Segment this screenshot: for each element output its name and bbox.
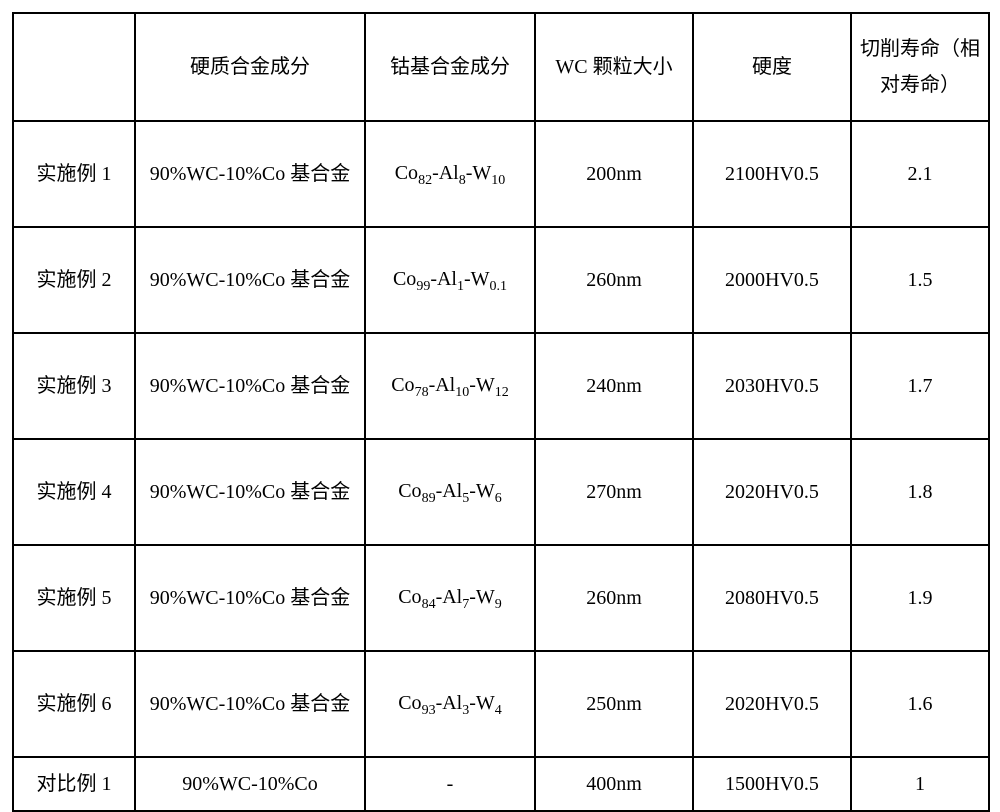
cell-hardness: 2020HV0.5 <box>693 439 851 545</box>
row-label: 实施例 3 <box>13 333 135 439</box>
cell-life: 1.8 <box>851 439 989 545</box>
cell-hardness: 1500HV0.5 <box>693 757 851 811</box>
row-label: 实施例 4 <box>13 439 135 545</box>
cell-wc-size: 260nm <box>535 545 693 651</box>
cell-cobalt-alloy: Co82-Al8-W10 <box>365 121 535 227</box>
cell-hard-alloy: 90%WC-10%Co <box>135 757 365 811</box>
cell-wc-size: 240nm <box>535 333 693 439</box>
cell-wc-size: 400nm <box>535 757 693 811</box>
cell-hardness: 2100HV0.5 <box>693 121 851 227</box>
cell-cobalt-alloy: Co99-Al1-W0.1 <box>365 227 535 333</box>
cell-cobalt-alloy: - <box>365 757 535 811</box>
cell-life: 1 <box>851 757 989 811</box>
row-label: 实施例 5 <box>13 545 135 651</box>
header-blank <box>13 13 135 121</box>
cell-hard-alloy: 90%WC-10%Co 基合金 <box>135 227 365 333</box>
cell-hardness: 2080HV0.5 <box>693 545 851 651</box>
cell-hardness: 2000HV0.5 <box>693 227 851 333</box>
cell-wc-size: 270nm <box>535 439 693 545</box>
table-body: 实施例 190%WC-10%Co 基合金Co82-Al8-W10200nm210… <box>13 121 989 811</box>
cell-cobalt-alloy: Co89-Al5-W6 <box>365 439 535 545</box>
header-wc-size: WC 颗粒大小 <box>535 13 693 121</box>
table-row: 实施例 190%WC-10%Co 基合金Co82-Al8-W10200nm210… <box>13 121 989 227</box>
cell-cobalt-alloy: Co78-Al10-W12 <box>365 333 535 439</box>
table-row-compare: 对比例 190%WC-10%Co-400nm1500HV0.51 <box>13 757 989 811</box>
table-row: 实施例 390%WC-10%Co 基合金Co78-Al10-W12240nm20… <box>13 333 989 439</box>
cell-hard-alloy: 90%WC-10%Co 基合金 <box>135 439 365 545</box>
cell-hardness: 2030HV0.5 <box>693 333 851 439</box>
cell-life: 1.9 <box>851 545 989 651</box>
cell-wc-size: 260nm <box>535 227 693 333</box>
cell-life: 2.1 <box>851 121 989 227</box>
cell-hard-alloy: 90%WC-10%Co 基合金 <box>135 651 365 757</box>
header-life: 切削寿命（相对寿命） <box>851 13 989 121</box>
table-row: 实施例 690%WC-10%Co 基合金Co93-Al3-W4250nm2020… <box>13 651 989 757</box>
table-row: 实施例 290%WC-10%Co 基合金Co99-Al1-W0.1260nm20… <box>13 227 989 333</box>
row-label: 对比例 1 <box>13 757 135 811</box>
table-row: 实施例 490%WC-10%Co 基合金Co89-Al5-W6270nm2020… <box>13 439 989 545</box>
header-hard-alloy: 硬质合金成分 <box>135 13 365 121</box>
table-row: 实施例 590%WC-10%Co 基合金Co84-Al7-W9260nm2080… <box>13 545 989 651</box>
cell-wc-size: 200nm <box>535 121 693 227</box>
cell-cobalt-alloy: Co93-Al3-W4 <box>365 651 535 757</box>
row-label: 实施例 2 <box>13 227 135 333</box>
cell-cobalt-alloy: Co84-Al7-W9 <box>365 545 535 651</box>
cell-hardness: 2020HV0.5 <box>693 651 851 757</box>
row-label: 实施例 6 <box>13 651 135 757</box>
table-header-row: 硬质合金成分 钴基合金成分 WC 颗粒大小 硬度 切削寿命（相对寿命） <box>13 13 989 121</box>
cell-hard-alloy: 90%WC-10%Co 基合金 <box>135 333 365 439</box>
alloy-comparison-table: 硬质合金成分 钴基合金成分 WC 颗粒大小 硬度 切削寿命（相对寿命） 实施例 … <box>12 12 990 812</box>
header-hardness: 硬度 <box>693 13 851 121</box>
cell-hard-alloy: 90%WC-10%Co 基合金 <box>135 121 365 227</box>
cell-life: 1.7 <box>851 333 989 439</box>
cell-wc-size: 250nm <box>535 651 693 757</box>
cell-life: 1.6 <box>851 651 989 757</box>
cell-life: 1.5 <box>851 227 989 333</box>
cell-hard-alloy: 90%WC-10%Co 基合金 <box>135 545 365 651</box>
row-label: 实施例 1 <box>13 121 135 227</box>
header-cobalt-alloy: 钴基合金成分 <box>365 13 535 121</box>
